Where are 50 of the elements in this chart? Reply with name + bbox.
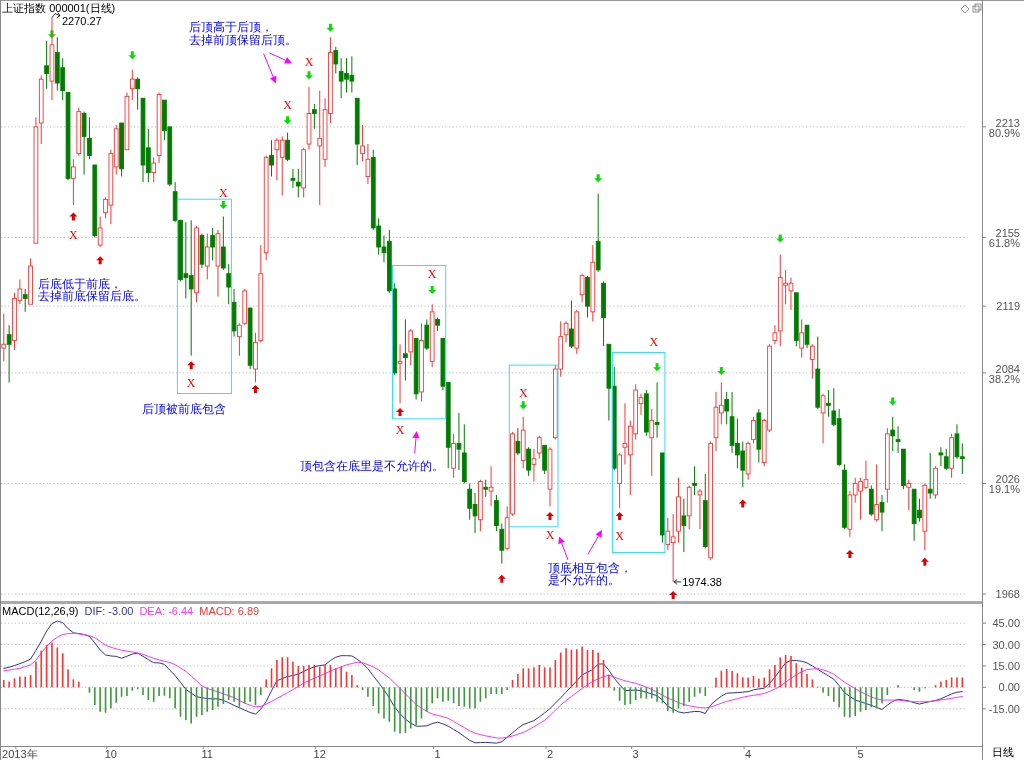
y2-tick-label: 38.2% xyxy=(988,373,1021,386)
annotations: 日线 xyxy=(992,746,1014,758)
annotation: X xyxy=(518,385,528,400)
annotation: X xyxy=(69,227,79,242)
series-label: DIF: -3.00 xyxy=(84,605,134,617)
annotation: X xyxy=(615,528,625,543)
y-tick-label: -15.00 xyxy=(988,702,1020,715)
annotation: 2270.27 xyxy=(61,14,102,27)
annotation: X xyxy=(219,185,228,200)
y-tick-label: 2119 xyxy=(996,300,1020,313)
y-tick-label: 30.00 xyxy=(992,638,1020,651)
annotation: 后底低于前底， xyxy=(38,277,123,291)
annotation: 顶包含在底里是不允许的。 xyxy=(299,459,444,474)
annotation: X xyxy=(283,97,293,112)
annotation: X xyxy=(395,423,405,438)
y-tick-label: 0.00 xyxy=(998,681,1020,694)
y-tick-label: 45.00 xyxy=(992,617,1020,630)
annotation: 后顶高于后顶， xyxy=(189,20,274,35)
annotation: X xyxy=(649,335,659,350)
y-tick-label: 1968 xyxy=(995,588,1020,601)
annotation: X xyxy=(427,266,437,281)
annotation: 去掉前底保留后底。 xyxy=(38,289,147,304)
x-tick-label: 12 xyxy=(313,748,326,760)
y-tick-label: 15.00 xyxy=(992,659,1020,672)
y-tick-label: 2026 xyxy=(995,473,1020,486)
annotation: X xyxy=(545,527,555,542)
annotation: 是不允许的。 xyxy=(547,573,620,588)
y2-tick-label: 61.8% xyxy=(988,237,1021,250)
chart-title: MACD(12,26,9) xyxy=(2,605,79,617)
annotation: 1974.38 xyxy=(682,575,722,588)
x-tick-label: 2 xyxy=(546,748,554,760)
annotation: 去掉前顶保留后顶。 xyxy=(189,33,298,48)
x-tick-label: 5 xyxy=(857,748,864,760)
x-tick-label: 1 xyxy=(434,748,441,760)
y2-tick-label: 80.9% xyxy=(988,126,1021,139)
annotation: X xyxy=(186,376,196,391)
y-tick-label: 2155 xyxy=(995,227,1020,240)
x-tick-label: 3 xyxy=(632,748,639,760)
chart-title: 上证指数 000001(日线) xyxy=(2,2,116,14)
y-tick-label: 2213 xyxy=(995,116,1020,129)
text: DEA: -6.44 xyxy=(139,605,194,617)
x-tick-label: 10 xyxy=(104,748,117,760)
x-tick-label: 4 xyxy=(745,748,752,760)
x-tick-label: 11 xyxy=(201,748,213,760)
x-tick-label: 2013年 xyxy=(2,748,38,760)
y2-tick-label: 19.1% xyxy=(988,483,1021,496)
annotation: 后顶被前底包含 xyxy=(142,402,227,417)
y-tick-label: 2084 xyxy=(995,362,1020,375)
annotation: X xyxy=(304,55,314,70)
text: MACD: 6.89 xyxy=(199,605,260,617)
